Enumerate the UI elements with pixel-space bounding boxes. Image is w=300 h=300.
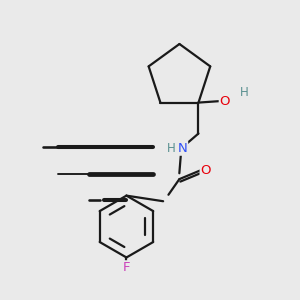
Text: O: O [220,94,230,108]
Text: O: O [201,164,211,177]
Text: H: H [167,142,176,155]
Text: F: F [123,261,130,274]
Text: H: H [240,86,248,99]
Text: N: N [177,142,187,155]
